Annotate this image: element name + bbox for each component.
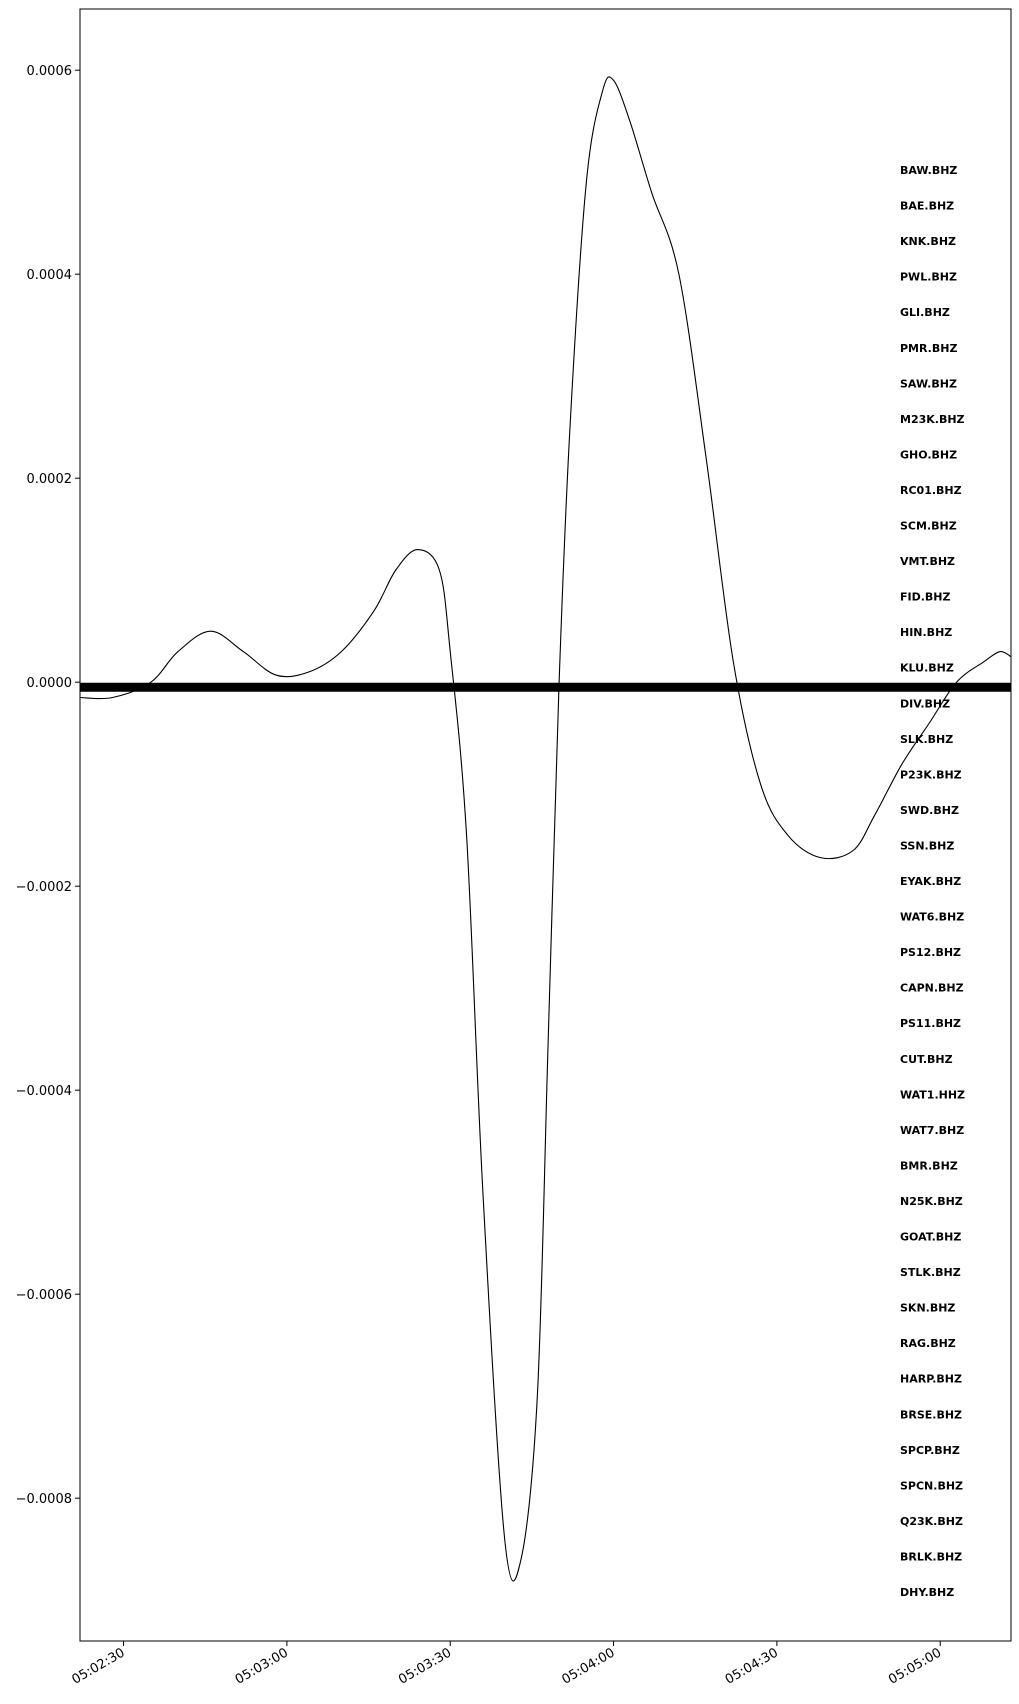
- station-label: SPCN.BHZ: [900, 1479, 963, 1492]
- station-label: N25K.BHZ: [900, 1195, 963, 1208]
- station-label: STLK.BHZ: [900, 1266, 961, 1279]
- station-label: PMR.BHZ: [900, 342, 957, 355]
- trace-line-0: [80, 76, 1011, 1582]
- station-label: SSN.BHZ: [900, 839, 954, 852]
- station-label: WAT6.BHZ: [900, 911, 964, 924]
- trace-layer: [80, 76, 1011, 1582]
- station-label: PWL.BHZ: [900, 271, 957, 284]
- x-tick-label: 05:02:30: [69, 1645, 127, 1687]
- y-tick-label: −0.0004: [16, 1084, 72, 1099]
- station-label: BMR.BHZ: [900, 1159, 958, 1172]
- y-tick-label: −0.0006: [16, 1288, 72, 1303]
- station-label: GOAT.BHZ: [900, 1231, 961, 1244]
- station-label: PS12.BHZ: [900, 946, 961, 959]
- x-tick-label: 05:05:00: [886, 1645, 944, 1687]
- station-label: HIN.BHZ: [900, 626, 952, 639]
- station-label: DIV.BHZ: [900, 697, 950, 710]
- station-label: RC01.BHZ: [900, 484, 962, 497]
- y-tick-label: −0.0008: [16, 1492, 72, 1507]
- station-label: WAT7.BHZ: [900, 1124, 964, 1137]
- station-label: GHO.BHZ: [900, 448, 957, 461]
- station-label: BAW.BHZ: [900, 164, 957, 177]
- y-tick-label: 0.0006: [27, 64, 73, 79]
- station-label: FID.BHZ: [900, 591, 951, 604]
- station-label: SAW.BHZ: [900, 377, 957, 390]
- station-label: KNK.BHZ: [900, 235, 956, 248]
- y-axis-ticks: 0.0006 0.0004 0.0002 0.0000 −0.0002 −0.0004 −0…: [16, 64, 80, 1507]
- station-label: SCM.BHZ: [900, 520, 957, 533]
- x-tick-label: 05:04:00: [559, 1645, 617, 1687]
- y-tick-label: −0.0002: [16, 880, 72, 895]
- x-tick-label: 05:03:00: [233, 1645, 291, 1687]
- station-label: SWD.BHZ: [900, 804, 959, 817]
- station-label: SKN.BHZ: [900, 1302, 955, 1315]
- station-label: M23K.BHZ: [900, 413, 965, 426]
- station-label: CAPN.BHZ: [900, 982, 964, 995]
- station-label: RAG.BHZ: [900, 1337, 956, 1350]
- station-label: SPCP.BHZ: [900, 1444, 960, 1457]
- station-label: VMT.BHZ: [900, 555, 955, 568]
- station-label: BRSE.BHZ: [900, 1408, 962, 1421]
- station-labels: BAW.BHZ BAE.BHZ KNK.BHZ PWL.BHZ GLI.BHZ PMR.B…: [900, 164, 965, 1599]
- station-label: BRLK.BHZ: [900, 1550, 962, 1563]
- y-tick-label: 0.0000: [27, 676, 73, 691]
- x-axis-ticks: 05:02:30 05:03:00 05:03:30 05:04:00 05:04:30…: [69, 1641, 944, 1688]
- station-label: HARP.BHZ: [900, 1373, 962, 1386]
- station-label: WAT1.HHZ: [900, 1088, 965, 1101]
- x-tick-label: 05:04:30: [723, 1645, 781, 1687]
- station-label: BAE.BHZ: [900, 200, 954, 213]
- y-tick-label: 0.0004: [27, 268, 73, 283]
- station-label: PS11.BHZ: [900, 1017, 961, 1030]
- station-label: GLI.BHZ: [900, 306, 950, 319]
- station-label: KLU.BHZ: [900, 662, 954, 675]
- station-label: EYAK.BHZ: [900, 875, 961, 888]
- x-tick-label: 05:03:30: [396, 1645, 454, 1687]
- station-label: Q23K.BHZ: [900, 1515, 963, 1528]
- station-label: P23K.BHZ: [900, 768, 962, 781]
- station-label: CUT.BHZ: [900, 1053, 953, 1066]
- station-label: SLK.BHZ: [900, 733, 953, 746]
- y-tick-label: 0.0002: [27, 472, 73, 487]
- plot-frame: [79, 8, 1012, 1642]
- station-label: DHY.BHZ: [900, 1586, 954, 1599]
